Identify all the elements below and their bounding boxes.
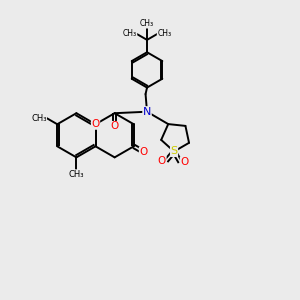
Text: CH₃: CH₃ [69,170,84,179]
Text: CH₃: CH₃ [140,19,154,28]
Text: CH₃: CH₃ [31,114,46,123]
Text: CH₃: CH₃ [123,29,137,38]
Text: S: S [170,146,178,157]
Text: O: O [139,147,148,157]
Text: O: O [158,156,166,166]
Text: CH₃: CH₃ [157,29,171,38]
Text: O: O [92,119,100,129]
Text: O: O [110,122,119,131]
Text: N: N [143,107,151,117]
Text: O: O [180,157,188,167]
